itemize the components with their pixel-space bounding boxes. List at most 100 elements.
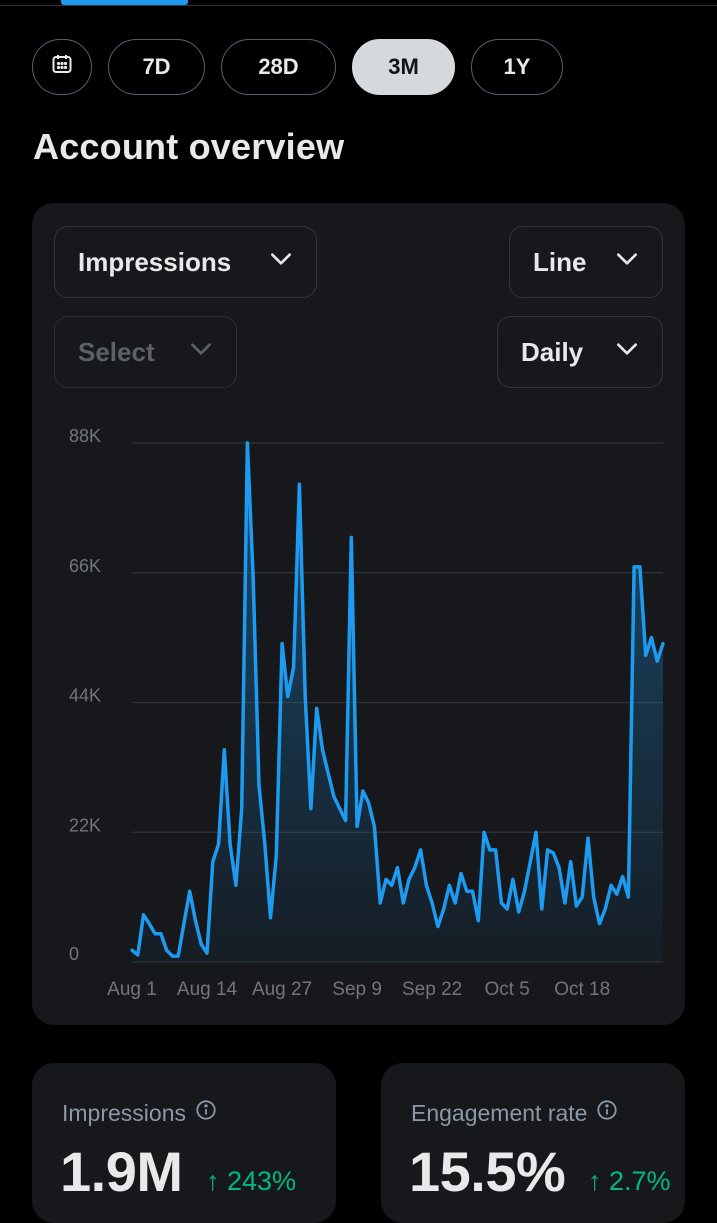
- impressions-area: [132, 443, 663, 962]
- data-point: [471, 890, 474, 893]
- data-point: [344, 819, 347, 822]
- tab-divider: [0, 5, 717, 6]
- info-icon[interactable]: [195, 1099, 217, 1127]
- data-point: [598, 922, 601, 925]
- data-point: [246, 441, 249, 445]
- data-point: [529, 860, 532, 863]
- data-point: [604, 907, 607, 911]
- data-point: [373, 825, 376, 828]
- stat-value: 1.9M: [60, 1140, 183, 1203]
- data-point: [136, 953, 139, 957]
- data-point: [552, 851, 555, 855]
- chevron-down-icon: [188, 336, 214, 369]
- data-point: [557, 866, 561, 869]
- data-point: [275, 854, 278, 857]
- data-point: [200, 943, 203, 946]
- data-point: [609, 884, 613, 887]
- data-point: [321, 748, 324, 751]
- stat-label-text: Engagement rate: [411, 1099, 588, 1126]
- range-28d-button[interactable]: 28D: [221, 39, 336, 95]
- data-point: [638, 565, 642, 569]
- metric-dropdown-label: Impressions: [78, 246, 232, 277]
- data-point: [621, 875, 624, 878]
- data-point: [298, 483, 301, 486]
- range-3m-button[interactable]: 3M: [352, 39, 455, 95]
- data-point: [575, 904, 578, 908]
- y-tick-label: 44K: [69, 686, 101, 706]
- range-1y-button[interactable]: 1Y: [471, 39, 563, 95]
- data-point: [286, 695, 289, 698]
- interval-dropdown[interactable]: Daily: [497, 316, 663, 388]
- chevron-down-icon: [614, 336, 640, 369]
- chart-type-dropdown-label: Line: [533, 246, 587, 277]
- metric-dropdown[interactable]: Impressions: [54, 226, 317, 298]
- chevron-down-icon: [614, 246, 640, 279]
- data-point: [407, 878, 411, 881]
- data-point: [402, 901, 405, 905]
- data-point: [177, 954, 180, 958]
- data-point: [494, 848, 497, 852]
- y-tick-label: 66K: [69, 556, 101, 576]
- data-point: [240, 807, 243, 810]
- data-point: [661, 642, 665, 645]
- data-point: [615, 893, 618, 896]
- info-icon[interactable]: [596, 1099, 618, 1127]
- data-point: [448, 884, 451, 887]
- stat-label: Impressions: [62, 1099, 217, 1127]
- data-point: [581, 895, 584, 899]
- stat-change: ↑ 243%: [206, 1166, 297, 1196]
- chart-card: Impressions Line Select Daily 0 22K 44K 66K…: [32, 203, 685, 1025]
- data-point: [442, 907, 445, 911]
- data-point: [546, 848, 549, 852]
- data-point: [252, 577, 255, 580]
- range-7d-button[interactable]: 7D: [108, 39, 205, 95]
- engagement-rate-stat-card[interactable]: Engagement rate 15.5% ↑ 2.7%: [381, 1063, 685, 1223]
- data-point: [130, 949, 134, 952]
- data-point: [159, 932, 163, 935]
- data-point: [419, 848, 422, 852]
- x-tick-label: Aug 1: [107, 979, 157, 1000]
- data-point: [632, 565, 636, 569]
- x-tick-label: Sep 9: [332, 979, 382, 1000]
- active-tab-indicator: [61, 0, 188, 5]
- data-point: [171, 954, 174, 958]
- x-tick-label: Sep 22: [402, 979, 462, 1000]
- data-point: [413, 866, 416, 869]
- data-point: [396, 866, 399, 869]
- data-point: [511, 878, 515, 881]
- data-point: [523, 890, 526, 893]
- data-point: [355, 825, 359, 828]
- data-point: [228, 842, 232, 846]
- stat-label-text: Impressions: [62, 1099, 186, 1126]
- data-point: [142, 913, 145, 916]
- x-tick-label: Aug 14: [177, 979, 238, 1000]
- data-point: [540, 907, 543, 911]
- y-tick-label: 0: [69, 944, 79, 964]
- data-point: [223, 748, 226, 751]
- data-point: [592, 895, 595, 899]
- chart-type-dropdown[interactable]: Line: [509, 226, 663, 298]
- compare-dropdown[interactable]: Select: [54, 316, 237, 388]
- data-point: [194, 919, 197, 922]
- data-point: [425, 884, 428, 887]
- data-point: [257, 783, 261, 787]
- impressions-stat-card[interactable]: Impressions 1.9M ↑ 243%: [32, 1063, 336, 1223]
- data-point: [280, 642, 284, 645]
- data-point: [379, 901, 382, 905]
- data-point: [211, 860, 214, 863]
- data-point: [390, 884, 393, 887]
- data-point: [182, 922, 186, 925]
- data-point: [384, 878, 388, 881]
- data-point: [650, 636, 653, 639]
- data-point: [534, 831, 538, 834]
- data-point: [292, 665, 295, 669]
- data-point: [338, 807, 341, 810]
- y-tick-label: 88K: [69, 426, 101, 446]
- data-point: [217, 842, 220, 846]
- data-point: [644, 654, 647, 657]
- interval-dropdown-label: Daily: [521, 336, 584, 367]
- calendar-button[interactable]: [32, 39, 92, 95]
- data-point: [482, 831, 486, 834]
- stat-change: ↑ 2.7%: [588, 1166, 671, 1196]
- data-point: [234, 884, 238, 887]
